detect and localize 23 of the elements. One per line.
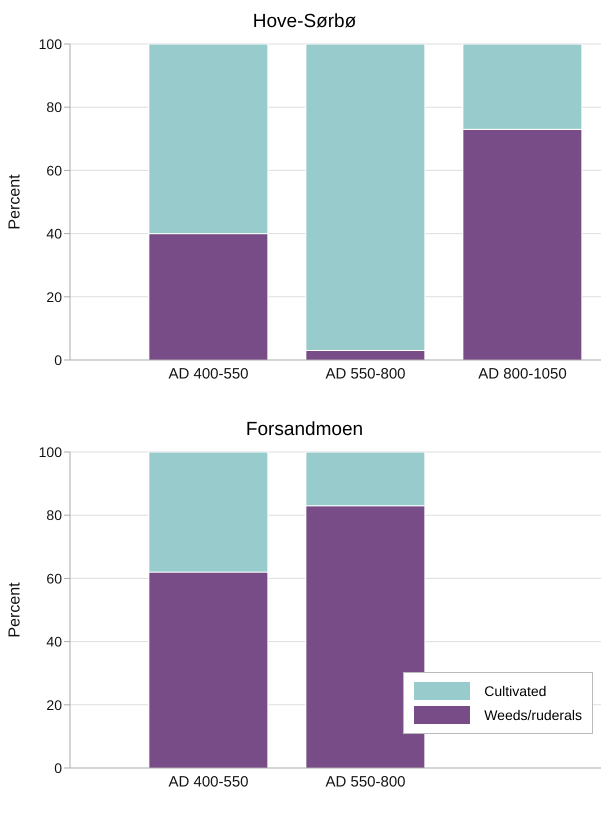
y-tick-label: 40 — [46, 634, 62, 650]
x-tick-label: AD 800-1050 — [478, 366, 567, 383]
y-tick-label: 40 — [46, 226, 62, 242]
y-tick-label: 80 — [46, 507, 62, 524]
x-tick-label: AD 400-550 — [168, 366, 249, 383]
legend-label: Weeds/ruderals — [484, 707, 582, 723]
y-tick-label: 100 — [38, 444, 62, 460]
y-tick-label: 20 — [46, 696, 62, 713]
y-tick-label: 80 — [46, 99, 62, 116]
x-tick-label: AD 400-550 — [168, 774, 249, 791]
y-tick-label: 100 — [38, 36, 62, 52]
chart-title: Forsandmoen — [244, 418, 364, 442]
y-tick-label: 0 — [54, 352, 62, 368]
y-axis-title: Percent — [6, 174, 24, 230]
y-tick-label: 20 — [46, 288, 62, 305]
y-tick-label: 0 — [54, 760, 62, 776]
x-tick-label: AD 550-800 — [325, 774, 406, 791]
y-axis-title: Percent — [6, 582, 24, 638]
y-tick-label: 60 — [46, 162, 62, 178]
x-tick-label: AD 550-800 — [325, 366, 406, 383]
y-tick-label: 60 — [46, 570, 62, 586]
chart-title: Hove-Sørbø — [252, 10, 358, 34]
legend-label: Cultivated — [484, 683, 546, 699]
